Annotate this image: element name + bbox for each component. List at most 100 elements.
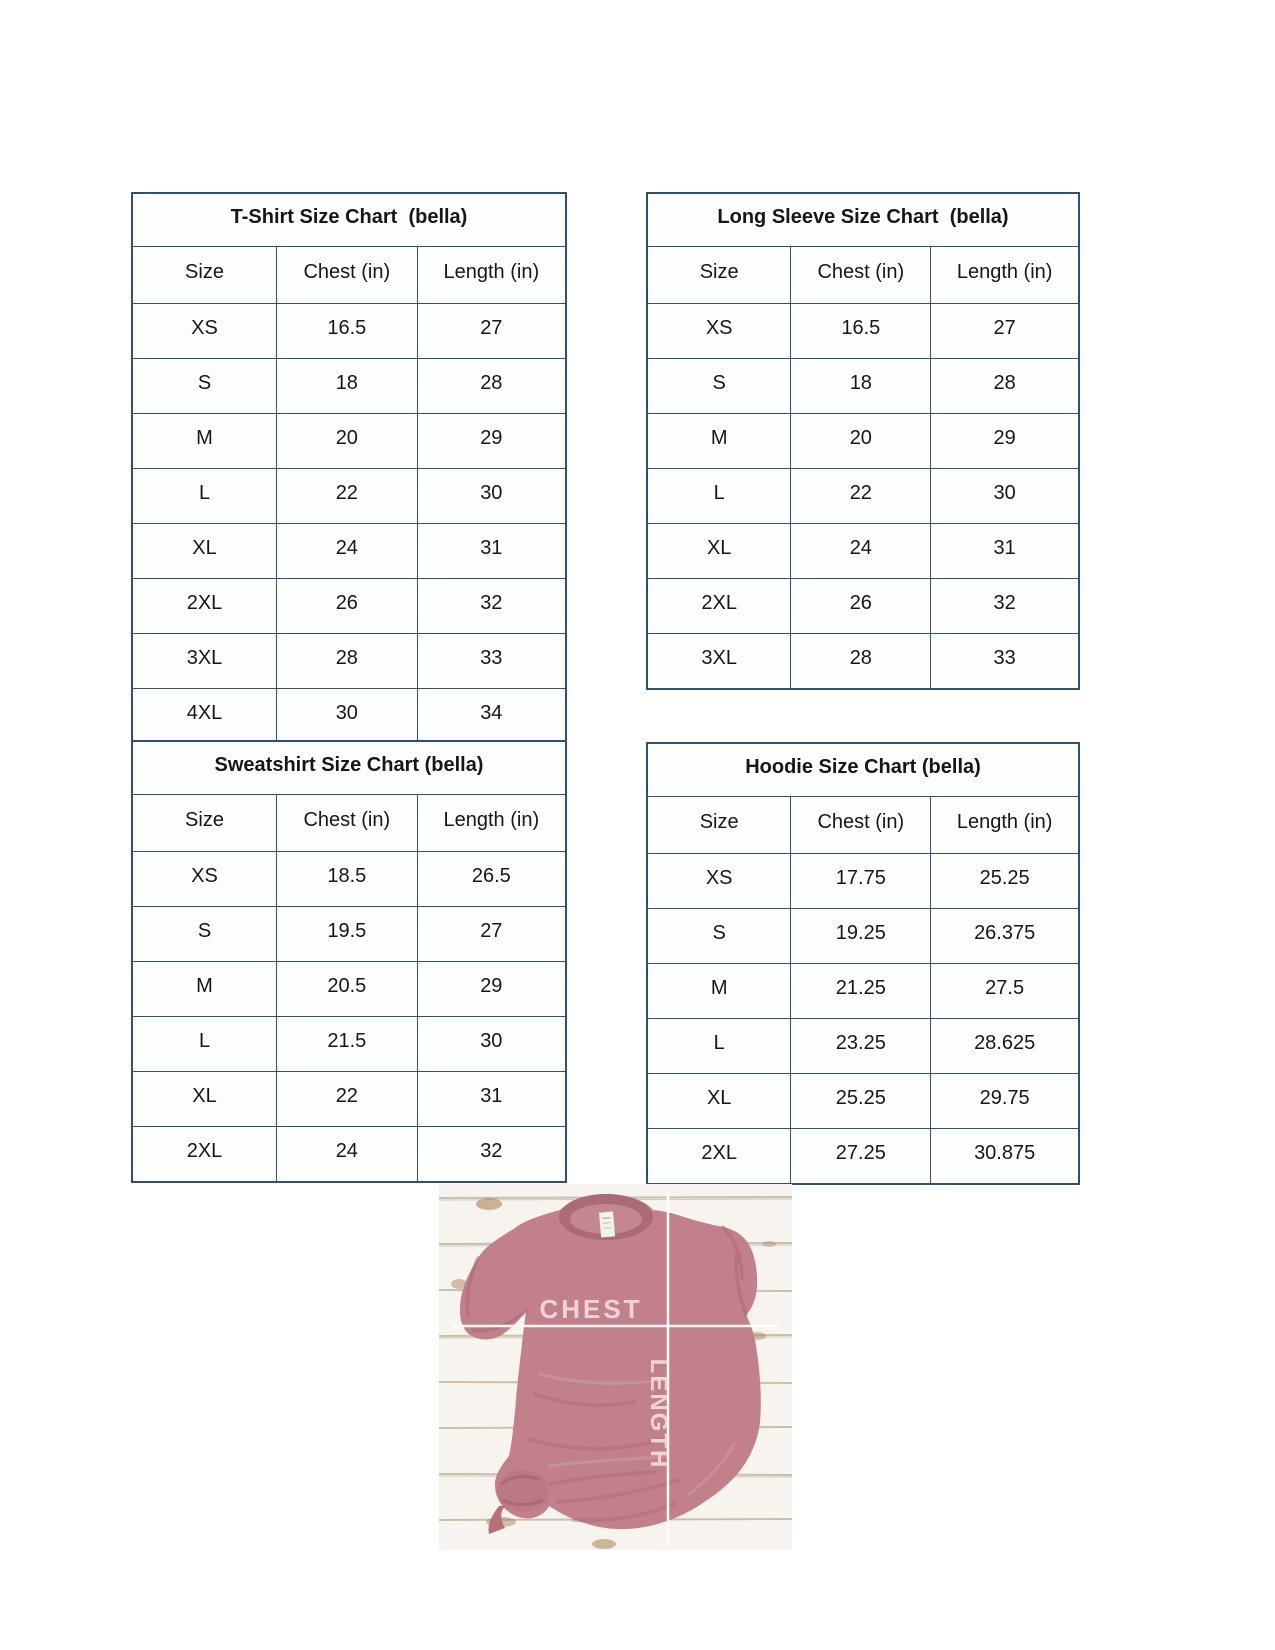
neck-tag [598, 1211, 616, 1238]
length-label: LENGTH [645, 1359, 672, 1470]
length-cell: 28 [416, 358, 567, 414]
table-row: 4XL 30 34 [131, 688, 567, 745]
column-header-chest: Chest (in) [790, 246, 932, 304]
table-row: S 19.5 27 [131, 906, 567, 962]
hoodie-size-table: Hoodie Size Chart (bella) Size Chest (in… [646, 742, 1080, 1185]
column-header-length: Length (in) [930, 796, 1080, 854]
chest-cell: 17.75 [790, 853, 932, 909]
table-row: XL 24 31 [646, 523, 1080, 579]
length-cell: 27 [930, 303, 1080, 359]
table-row: S 18 28 [646, 358, 1080, 414]
chest-cell: 20 [276, 413, 418, 469]
chest-cell: 24 [790, 523, 932, 579]
size-cell: XL [646, 1073, 792, 1129]
size-cell: XL [131, 1071, 278, 1127]
chest-cell: 20 [790, 413, 932, 469]
length-cell: 31 [416, 523, 567, 579]
table-row: 2XL 24 32 [131, 1126, 567, 1183]
hem-knot [488, 1470, 549, 1534]
table-row: M 20 29 [131, 413, 567, 469]
column-header-size: Size [131, 794, 278, 852]
length-cell: 32 [416, 1126, 567, 1183]
size-cell: S [646, 908, 792, 964]
size-cell: S [131, 358, 278, 414]
length-cell: 28 [930, 358, 1080, 414]
size-guide-photo: CHEST LENGTH [438, 1184, 793, 1550]
table-row: L 21.5 30 [131, 1016, 567, 1072]
table-row: M 20 29 [646, 413, 1080, 469]
length-cell: 30 [930, 468, 1080, 524]
tshirt-size-table: T-Shirt Size Chart (bella) Size Chest (i… [131, 192, 567, 745]
table-row: 2XL 26 32 [131, 578, 567, 634]
table-row: S 19.25 26.375 [646, 908, 1080, 964]
tshirt-shape [459, 1194, 761, 1534]
size-cell: L [131, 468, 278, 524]
size-cell: XL [646, 523, 792, 579]
length-cell: 29 [416, 961, 567, 1017]
size-cell: 2XL [131, 578, 278, 634]
chest-cell: 28 [790, 633, 932, 690]
size-cell: S [646, 358, 792, 414]
sweatshirt-size-table: Sweatshirt Size Chart (bella) Size Chest… [131, 740, 567, 1183]
size-cell: M [646, 963, 792, 1019]
chest-cell: 23.25 [790, 1018, 932, 1074]
table-row: XL 25.25 29.75 [646, 1073, 1080, 1129]
table-row: XL 22 31 [131, 1071, 567, 1127]
table-title: Sweatshirt Size Chart (bella) [131, 740, 567, 795]
size-cell: XS [131, 851, 278, 907]
length-cell: 31 [416, 1071, 567, 1127]
size-cell: M [131, 961, 278, 1017]
chest-label: CHEST [539, 1294, 642, 1324]
table-row: 2XL 26 32 [646, 578, 1080, 634]
table-row: 3XL 28 33 [646, 633, 1080, 690]
size-cell: L [646, 468, 792, 524]
length-cell: 29.75 [930, 1073, 1080, 1129]
length-cell: 31 [930, 523, 1080, 579]
size-cell: 3XL [131, 633, 278, 689]
size-cell: XS [131, 303, 278, 359]
length-cell: 33 [930, 633, 1080, 690]
table-row: XS 17.75 25.25 [646, 853, 1080, 909]
chest-cell: 21.5 [276, 1016, 418, 1072]
table-row: L 22 30 [646, 468, 1080, 524]
size-cell: M [131, 413, 278, 469]
table-row: 3XL 28 33 [131, 633, 567, 689]
column-header-chest: Chest (in) [276, 794, 418, 852]
chest-cell: 28 [276, 633, 418, 689]
table-row: XS 16.5 27 [131, 303, 567, 359]
chest-cell: 22 [276, 1071, 418, 1127]
size-cell: M [646, 413, 792, 469]
length-cell: 33 [416, 633, 567, 689]
table-row: L 22 30 [131, 468, 567, 524]
table-row: S 18 28 [131, 358, 567, 414]
chest-cell: 30 [276, 688, 418, 745]
length-cell: 29 [930, 413, 1080, 469]
size-cell: 4XL [131, 688, 278, 745]
size-cell: 3XL [646, 633, 792, 690]
length-cell: 30 [416, 1016, 567, 1072]
column-header-length: Length (in) [416, 794, 567, 852]
size-cell: XS [646, 303, 792, 359]
size-cell: 2XL [131, 1126, 278, 1183]
size-cell: XL [131, 523, 278, 579]
length-cell: 34 [416, 688, 567, 745]
column-header-length: Length (in) [416, 246, 567, 304]
chest-cell: 19.5 [276, 906, 418, 962]
table-row: XS 18.5 26.5 [131, 851, 567, 907]
chest-cell: 24 [276, 523, 418, 579]
chest-cell: 22 [276, 468, 418, 524]
chest-cell: 25.25 [790, 1073, 932, 1129]
chest-cell: 22 [790, 468, 932, 524]
column-header-chest: Chest (in) [276, 246, 418, 304]
chest-cell: 18.5 [276, 851, 418, 907]
measurement-overlay: CHEST LENGTH [453, 1190, 778, 1542]
size-cell: XS [646, 853, 792, 909]
length-cell: 30 [416, 468, 567, 524]
length-cell: 29 [416, 413, 567, 469]
chest-cell: 18 [276, 358, 418, 414]
length-cell: 32 [930, 578, 1080, 634]
length-cell: 27.5 [930, 963, 1080, 1019]
chest-cell: 26 [276, 578, 418, 634]
size-cell: L [131, 1016, 278, 1072]
